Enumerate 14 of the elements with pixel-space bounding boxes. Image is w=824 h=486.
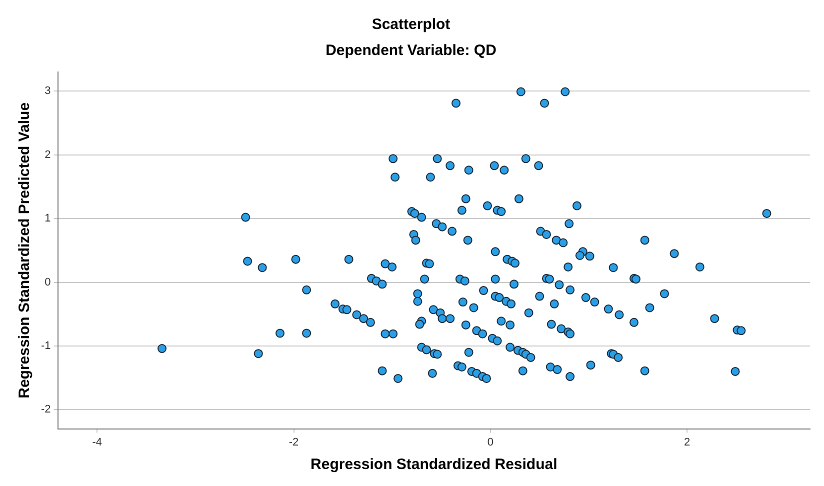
chart-subtitle: Dependent Variable: QD — [326, 42, 497, 60]
y-tick-label: 3 — [44, 85, 51, 98]
y-axis-title: Regression Standardized Predicted Value — [16, 102, 34, 398]
y-tick-label: 1 — [44, 212, 51, 225]
y-tick-label: 2 — [44, 148, 51, 161]
y-tick-label: 0 — [44, 276, 51, 288]
x-tick-label: 0 — [487, 436, 494, 448]
y-tick-label: -2 — [41, 404, 51, 416]
x-tick-label: -2 — [288, 436, 299, 448]
chart-title: Scatterplot — [372, 16, 450, 34]
x-tick-label: 2 — [684, 436, 690, 448]
y-tick-label: -1 — [41, 340, 51, 352]
x-axis-title: Regression Standardized Residual — [310, 456, 558, 474]
x-tick-label: -4 — [92, 436, 102, 448]
